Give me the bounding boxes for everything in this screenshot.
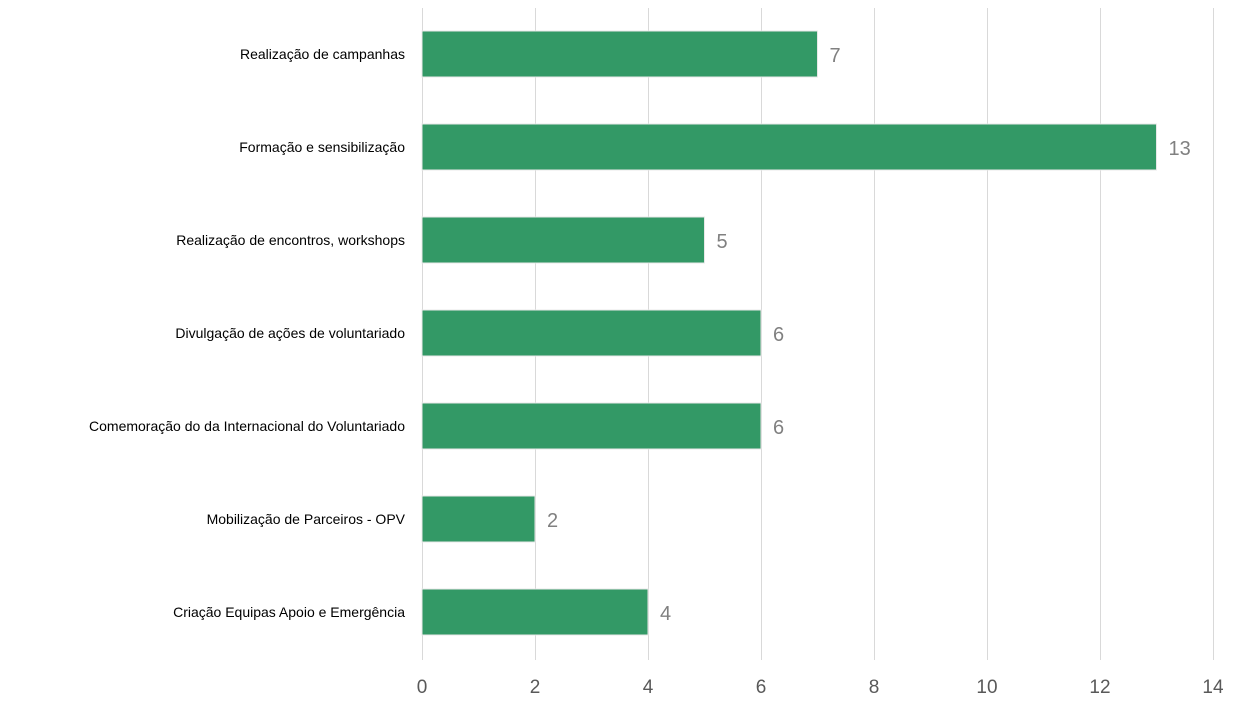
bar [421,123,1157,171]
category-label: Formação e sensibilização [239,139,405,155]
bar [421,216,705,264]
x-tick-label: 4 [643,677,654,698]
bar [421,309,762,357]
category-label: Comemoração do da Internacional do Volun… [89,418,405,434]
data-label: 2 [547,510,558,532]
category-label: Divulgação de ações de voluntariado [175,325,405,341]
bar [421,30,818,78]
x-tick-label: 10 [976,677,997,698]
data-label: 4 [660,603,671,625]
x-tick-label: 6 [756,677,767,698]
data-label: 6 [773,324,784,346]
data-label: 5 [717,231,728,253]
category-label: Criação Equipas Apoio e Emergência [173,604,405,620]
category-label: Realização de campanhas [240,46,405,62]
x-tick-label: 12 [1089,677,1110,698]
bar [421,402,762,450]
category-labels: Realização de campanhas Formação e sensib… [89,46,406,620]
data-label: 7 [830,45,841,67]
data-label: 13 [1169,138,1191,160]
x-axis-tick-labels: 0 2 4 6 8 10 12 14 [417,677,1224,698]
x-tick-label: 14 [1202,677,1224,698]
x-tick-label: 2 [530,677,541,698]
x-tick-label: 8 [869,677,880,698]
bar [421,495,536,543]
bar [421,588,649,636]
data-label: 6 [773,417,784,439]
x-tick-label: 0 [417,677,428,698]
bars [421,30,1157,636]
data-labels: 7 13 5 6 6 2 4 [547,45,1191,625]
category-label: Realização de encontros, workshops [176,232,405,248]
category-label: Mobilização de Parceiros - OPV [207,511,406,527]
